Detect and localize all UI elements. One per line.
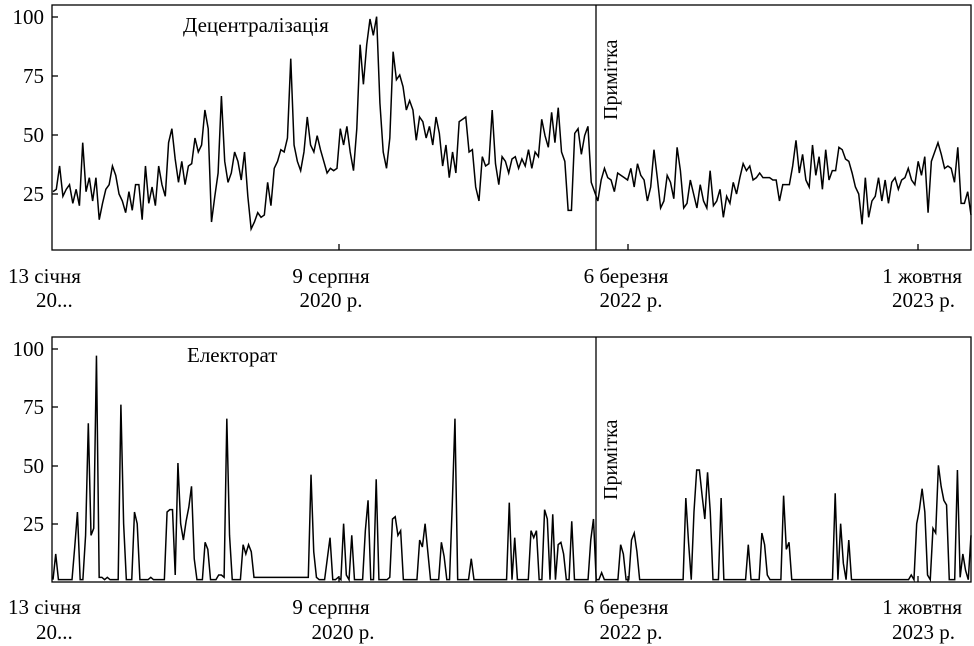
annotation-label: Примітка [600, 419, 622, 500]
panel-electorate: Електорат Примітка 100 75 50 25 13 січня… [8, 336, 972, 644]
x-tick-label: 13 січня [8, 264, 81, 288]
x-tick-label: 2022 р. [600, 620, 663, 644]
x-tick-label: 9 серпня [292, 264, 370, 288]
x-tick-label: 2023 р. [892, 288, 955, 312]
panel-title: Децентралізація [183, 13, 329, 37]
x-tick-label: 2023 р. [892, 620, 955, 644]
x-tick-label: 2022 р. [600, 288, 663, 312]
y-tick-label: 25 [23, 182, 44, 206]
x-tick-label: 1 жовтня [882, 264, 962, 288]
x-tick-label: 9 серпня [292, 595, 370, 619]
y-tick-label: 75 [23, 395, 44, 419]
series-line [52, 16, 972, 232]
x-tick-label: 2020 р. [300, 288, 363, 312]
y-tick-label: 100 [13, 337, 45, 361]
panel-decentralization: Децентралізація Примітка 100 75 50 25 13… [8, 4, 972, 312]
x-tick-label: 20... [36, 620, 73, 644]
series-line [52, 355, 972, 583]
annotation-label: Примітка [600, 39, 622, 120]
x-tick-label: 6 березня [584, 264, 669, 288]
plot-frame [51, 336, 972, 583]
y-tick-label: 50 [23, 123, 44, 147]
y-tick-label: 75 [23, 64, 44, 88]
x-tick-label: 2020 р. [312, 620, 375, 644]
y-tick-label: 100 [13, 5, 45, 29]
x-tick-label: 1 жовтня [882, 595, 962, 619]
y-tick-label: 25 [23, 512, 44, 536]
x-tick-label: 13 січня [8, 595, 81, 619]
panel-title: Електорат [187, 343, 277, 367]
x-tick-label: 6 березня [584, 595, 669, 619]
y-tick-label: 50 [23, 454, 44, 478]
x-tick-label: 20... [36, 288, 73, 312]
plot-frame [51, 4, 972, 251]
